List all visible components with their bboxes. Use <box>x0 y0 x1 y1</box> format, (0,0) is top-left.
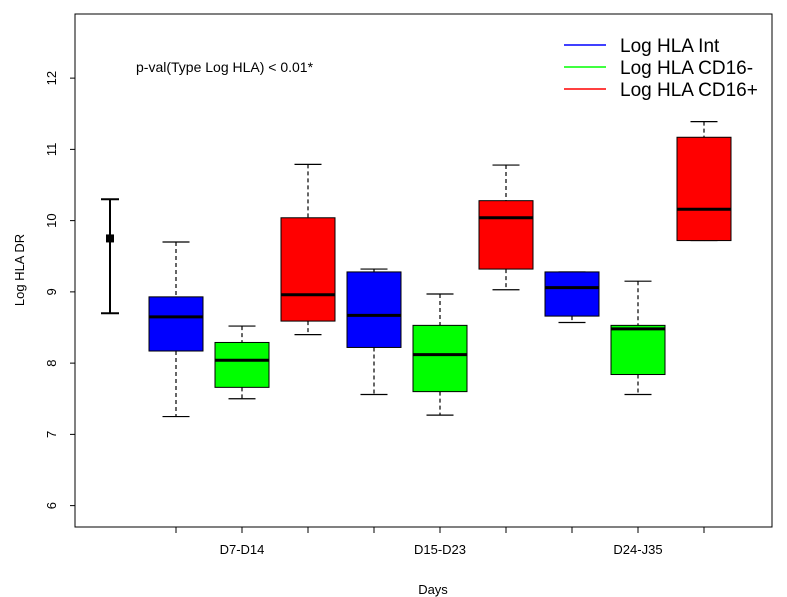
p-value-annotation: p-val(Type Log HLA) < 0.01* <box>136 59 314 75</box>
box <box>544 271 600 324</box>
box <box>346 268 402 396</box>
box <box>610 280 666 396</box>
x-tick-label: D24-J35 <box>613 542 662 557</box>
box-body <box>478 200 534 270</box>
y-tick-label: 9 <box>44 288 59 295</box>
y-axis: 6 7 8 9 10 11 12 <box>44 71 75 509</box>
x-tick-label: D7-D14 <box>220 542 265 557</box>
reference-errorbar <box>101 198 119 315</box>
box-body <box>544 271 600 317</box>
box <box>280 163 336 336</box>
x-axis-title: Days <box>418 582 448 597</box>
legend-label: Log HLA Int <box>620 36 720 57</box>
box-body <box>148 296 204 352</box>
errorbar-mean-marker <box>106 234 114 243</box>
x-tick-label: D15-D23 <box>414 542 466 557</box>
y-tick-label: 7 <box>44 431 59 438</box>
boxes <box>148 120 732 418</box>
y-tick-label: 8 <box>44 360 59 367</box>
legend-label: Log HLA CD16+ <box>620 80 758 101</box>
box <box>148 241 204 418</box>
y-axis-title: Log HLA DR <box>12 234 27 306</box>
box-body <box>412 324 468 393</box>
box <box>676 120 732 242</box>
x-axis: D7-D14 D15-D23 D24-J35 <box>175 527 705 557</box>
legend-label: Log HLA CD16- <box>620 58 753 79</box>
y-tick-label: 11 <box>44 143 59 157</box>
y-tick-label: 12 <box>44 71 59 85</box>
plot-frame <box>74 13 773 528</box>
box <box>214 325 270 400</box>
box <box>412 293 468 416</box>
box-body <box>214 341 270 388</box>
box <box>478 164 534 291</box>
y-tick-label: 6 <box>44 502 59 509</box>
box-body <box>346 271 402 348</box>
box-body <box>676 136 732 242</box>
y-tick-label: 10 <box>44 213 59 227</box>
box-body <box>280 217 336 322</box>
box-body <box>610 324 666 376</box>
